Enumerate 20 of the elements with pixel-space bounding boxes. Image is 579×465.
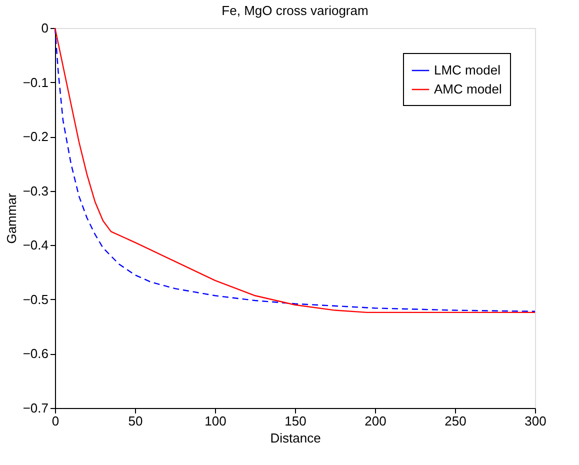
legend-label: LMC model (434, 62, 501, 78)
x-tick-label: 100 (204, 414, 226, 428)
legend-label: AMC model (434, 82, 502, 96)
y-tick-label: −0.6 (22, 346, 48, 362)
y-tick-label: −0.2 (22, 129, 48, 144)
y-tick-label: −0.4 (22, 238, 48, 253)
y-tick-label: −0.1 (22, 74, 48, 90)
x-tick-label: 250 (444, 414, 466, 428)
y-tick-label: −0.3 (22, 183, 48, 198)
chart-title: Fe, MgO cross variogram (222, 3, 368, 18)
x-tick-label: 300 (524, 414, 546, 428)
y-tick-label: 0 (41, 20, 48, 36)
x-axis-title: Distance (270, 430, 321, 446)
x-tick-label: 150 (284, 414, 306, 428)
y-tick-label: −0.5 (22, 292, 48, 307)
x-tick-label: 0 (52, 414, 60, 428)
x-tick-label: 200 (364, 414, 386, 428)
x-tick-label: 50 (128, 414, 143, 428)
y-tick-label: −0.7 (22, 400, 48, 416)
y-axis-title: Gammar (4, 192, 19, 244)
